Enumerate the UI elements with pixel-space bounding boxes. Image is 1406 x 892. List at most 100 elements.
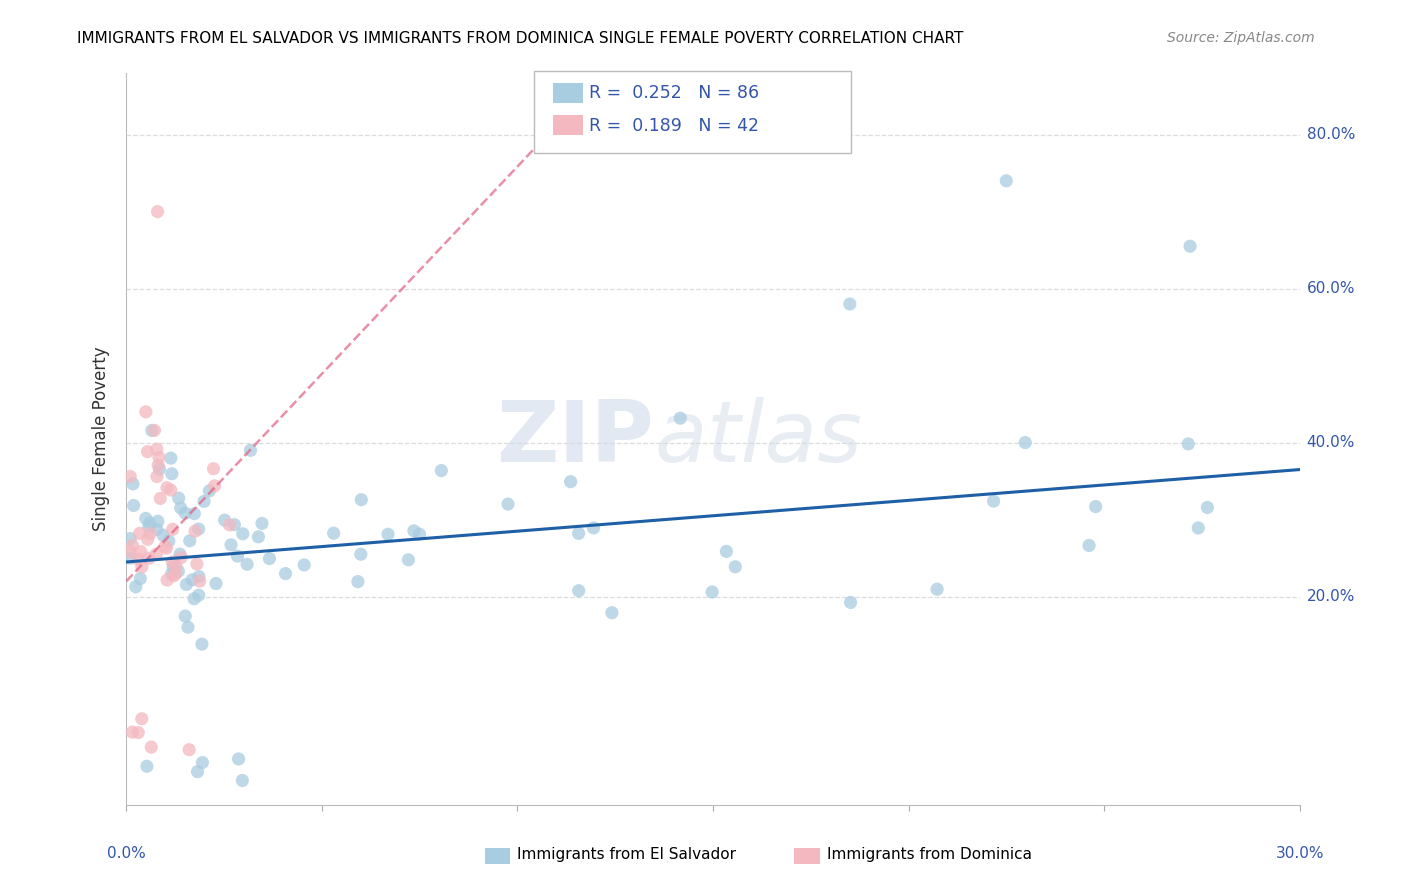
Point: [153, 539, 176, 553]
Point: [983, 494, 1005, 508]
Point: [568, 583, 591, 598]
Point: [174, 506, 197, 520]
Point: [250, 516, 273, 531]
Point: [155, 541, 177, 556]
Point: [120, 551, 142, 566]
Point: [146, 523, 169, 537]
Point: [162, 559, 184, 574]
Point: [247, 530, 270, 544]
Point: [139, 516, 162, 530]
Point: [129, 572, 152, 586]
Point: [214, 513, 236, 527]
Point: [152, 528, 174, 542]
Point: [160, 467, 183, 481]
Text: atlas: atlas: [654, 397, 862, 480]
Point: [120, 469, 142, 483]
Point: [560, 475, 582, 489]
Point: [198, 483, 221, 498]
Point: [1078, 539, 1101, 553]
Point: [149, 491, 172, 506]
Point: [167, 491, 190, 505]
Text: Immigrants from El Salvador: Immigrants from El Salvador: [517, 847, 737, 862]
Point: [396, 553, 419, 567]
Point: [724, 559, 747, 574]
Point: [259, 551, 281, 566]
Point: [160, 451, 183, 466]
Point: [191, 756, 214, 770]
Point: [927, 582, 949, 597]
Point: [129, 544, 152, 558]
Text: 30.0%: 30.0%: [1275, 847, 1324, 861]
Point: [236, 558, 259, 572]
Point: [131, 560, 153, 574]
Point: [141, 740, 163, 755]
Point: [1178, 239, 1201, 253]
Point: [183, 507, 205, 521]
Point: [183, 591, 205, 606]
Point: [228, 752, 250, 766]
Point: [408, 527, 430, 541]
Point: [188, 569, 211, 583]
Point: [231, 773, 253, 788]
Point: [1014, 435, 1036, 450]
Point: [350, 492, 373, 507]
Point: [131, 712, 153, 726]
Point: [165, 559, 187, 574]
Text: 80.0%: 80.0%: [1306, 127, 1355, 142]
Point: [218, 517, 240, 532]
Point: [146, 204, 169, 219]
Point: [839, 595, 862, 609]
Point: [205, 576, 228, 591]
Point: [136, 533, 159, 547]
Point: [582, 521, 605, 535]
Point: [184, 524, 207, 539]
Point: [135, 759, 157, 773]
Point: [148, 450, 170, 465]
Text: 0.0%: 0.0%: [107, 847, 146, 861]
Text: ZIP: ZIP: [496, 397, 654, 480]
Point: [187, 588, 209, 602]
Text: Immigrants from Dominica: Immigrants from Dominica: [827, 847, 1032, 862]
Point: [122, 499, 145, 513]
Point: [167, 564, 190, 578]
Text: 40.0%: 40.0%: [1306, 435, 1355, 450]
Point: [120, 532, 142, 546]
Point: [146, 469, 169, 483]
Point: [177, 620, 200, 634]
Point: [402, 524, 425, 538]
Point: [347, 574, 370, 589]
Point: [148, 462, 170, 476]
Point: [145, 547, 167, 561]
Point: [121, 725, 143, 739]
Y-axis label: Single Female Poverty: Single Female Poverty: [93, 346, 110, 531]
Point: [139, 526, 162, 541]
Point: [162, 555, 184, 569]
Point: [838, 297, 860, 311]
Point: [430, 464, 453, 478]
Point: [995, 174, 1018, 188]
Point: [141, 424, 163, 438]
Point: [239, 443, 262, 458]
Text: IMMIGRANTS FROM EL SALVADOR VS IMMIGRANTS FROM DOMINICA SINGLE FEMALE POVERTY CO: IMMIGRANTS FROM EL SALVADOR VS IMMIGRANT…: [77, 31, 963, 46]
Point: [135, 511, 157, 525]
Point: [128, 526, 150, 541]
Point: [136, 444, 159, 458]
Point: [162, 522, 184, 536]
Point: [350, 547, 373, 561]
Point: [135, 405, 157, 419]
Point: [1187, 521, 1209, 535]
Point: [179, 533, 201, 548]
Point: [191, 637, 214, 651]
Point: [162, 569, 184, 583]
Point: [146, 442, 169, 457]
Point: [1177, 437, 1199, 451]
Point: [188, 574, 211, 589]
Point: [121, 538, 143, 552]
Text: 20.0%: 20.0%: [1306, 589, 1355, 604]
Point: [322, 526, 344, 541]
Point: [568, 526, 591, 541]
Point: [187, 522, 209, 536]
Point: [226, 549, 249, 563]
Text: 60.0%: 60.0%: [1306, 281, 1355, 296]
Point: [224, 517, 246, 532]
